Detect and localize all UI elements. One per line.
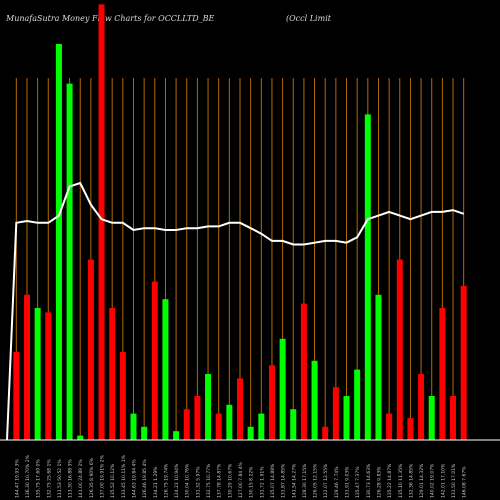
money-flow-line xyxy=(6,181,465,441)
x-tick-label: 132.36 14.85% xyxy=(408,463,414,498)
bar xyxy=(386,413,393,440)
x-tick-label: 129.01 14.32% xyxy=(419,463,425,498)
x-tick-label: 131.72 1.91% xyxy=(259,466,265,498)
bar xyxy=(98,4,105,441)
x-tick-label: 131.32 5.97% xyxy=(195,466,201,498)
bar xyxy=(396,259,403,440)
x-tick-label: 111.53 50.52 1% xyxy=(57,459,63,498)
x-tick-label: 140.02 19.07% xyxy=(430,463,436,498)
bar xyxy=(215,413,222,440)
bar xyxy=(247,426,254,440)
x-tick-label: 144.47 19.93 3% xyxy=(14,459,20,498)
bar xyxy=(226,404,233,440)
bar xyxy=(141,426,148,440)
x-tick-label: 113.30 16.88 3% xyxy=(68,459,74,498)
bar xyxy=(364,114,371,441)
bar xyxy=(343,396,350,440)
bar xyxy=(183,409,190,440)
x-tick-label: 141.00 24.89 2% xyxy=(78,459,84,498)
bar xyxy=(237,378,243,440)
x-tick-label: 134.21 1.29% xyxy=(153,466,159,498)
bar xyxy=(34,308,41,440)
x-tick-label: 122.07 12.55% xyxy=(323,463,329,498)
bar xyxy=(173,431,180,440)
bar xyxy=(332,387,339,440)
bar xyxy=(87,259,94,440)
bar xyxy=(66,83,73,440)
bar xyxy=(109,308,116,440)
x-tick-label: 142.01 17.10% xyxy=(440,463,446,498)
bar xyxy=(439,308,446,440)
x-tick-label: 135.07 14.88% xyxy=(270,463,276,498)
x-tick-label: 124.21 10.94% xyxy=(174,463,180,498)
bar xyxy=(460,286,467,440)
bar xyxy=(300,303,307,440)
x-tick-label: 135.47 7.37% xyxy=(355,466,361,498)
bar xyxy=(322,426,329,440)
bar xyxy=(428,396,435,440)
x-tick-label: 126.35 8.90% 6% xyxy=(89,457,95,498)
bar xyxy=(311,360,318,440)
bar xyxy=(407,418,414,440)
x-tick-label: 126.28 9.83% xyxy=(376,466,382,498)
bar xyxy=(13,352,20,440)
bar xyxy=(354,369,361,440)
x-tick-label: 146.08 7.67% xyxy=(462,466,468,498)
bar xyxy=(194,396,201,440)
bar xyxy=(130,413,137,440)
x-tick-label: 135.75 17.69 0% xyxy=(36,459,42,498)
x-tick-label: 135.22 14.87% xyxy=(387,463,393,498)
bar xyxy=(450,396,457,440)
bar xyxy=(55,44,62,440)
bar xyxy=(279,338,286,440)
x-tick-label: 132.75 10.77% xyxy=(206,463,212,498)
bar xyxy=(290,409,297,440)
x-tick-label: 132.75 25.68 1% xyxy=(46,459,52,498)
x-tick-label: 136.30 10.70% 2% xyxy=(25,454,31,498)
x-tick-label: 131.87 14.85% xyxy=(281,463,287,498)
x-tick-label: 130.29 10.67% xyxy=(227,463,233,498)
x-tick-label: 141.54 14.27% xyxy=(291,463,297,498)
x-tick-label: 128.30 17.15% xyxy=(302,463,308,498)
bar xyxy=(45,312,52,440)
x-tick-label: 137.78 14.87% xyxy=(217,463,223,498)
bar xyxy=(375,294,382,440)
x-tick-label: 126.05 12.15% xyxy=(313,463,319,498)
bar xyxy=(119,352,126,440)
x-tick-label: 127.00 7.84 4% xyxy=(238,462,244,498)
x-tick-label: 126.75 19.74% xyxy=(163,463,169,498)
x-tick-label: 126.46 19.85 4% xyxy=(142,459,148,498)
bar xyxy=(268,365,275,440)
bar xyxy=(23,294,30,440)
x-tick-label: 130.15 8.22% xyxy=(249,466,255,498)
x-tick-label: 131.50 17.01% xyxy=(451,463,457,498)
chart-subtitle: (Occl Limit xyxy=(286,14,331,23)
x-tick-label: 144.63 19.84 4% xyxy=(131,459,137,498)
bar xyxy=(151,281,158,440)
x-tick-label: 131.91 9.03% xyxy=(345,466,351,498)
x-tick-label: 133.45 10.11% 1% xyxy=(121,454,127,498)
bar xyxy=(77,435,84,440)
x-tick-label: 135.52 10.12% xyxy=(110,463,116,498)
x-tick-label: 129.46 7.74% xyxy=(334,466,340,498)
x-tick-label: 130.73 14.63% xyxy=(366,463,372,498)
chart-title: MunafaSutra Money Flow Charts for OCCLLT… xyxy=(6,14,215,23)
bar xyxy=(205,374,212,440)
x-tick-label: 130.04 10.76% xyxy=(185,463,191,498)
bar xyxy=(258,413,265,440)
x-tick-label: 135.10 11.35% xyxy=(398,463,404,498)
bar xyxy=(418,374,425,440)
x-tick-label: 137.00 19.91% 2% xyxy=(100,454,106,498)
bar xyxy=(162,299,169,440)
